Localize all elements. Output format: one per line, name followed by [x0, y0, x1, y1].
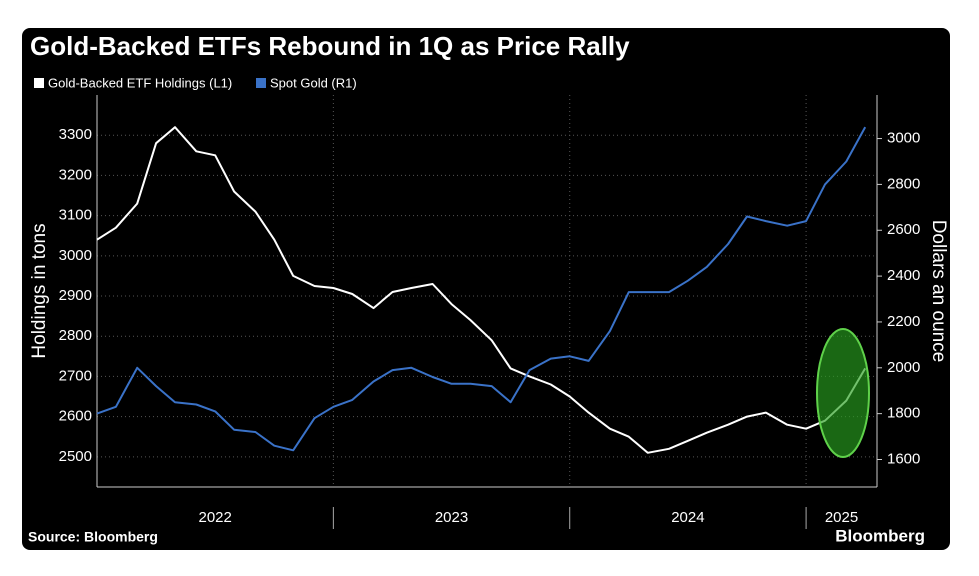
- legend-swatch: [34, 78, 44, 88]
- y2-tick-label: 1600: [887, 450, 920, 467]
- chart-title: Gold-Backed ETFs Rebound in 1Q as Price …: [30, 31, 630, 61]
- x-tick-label: 2023: [435, 509, 468, 526]
- y-tick-label: 3300: [59, 126, 92, 143]
- legend-label: Gold-Backed ETF Holdings (L1): [48, 75, 232, 90]
- y-tick-label: 2800: [59, 327, 92, 344]
- y-tick-label: 3200: [59, 166, 92, 183]
- y2-tick-label: 3000: [887, 130, 920, 147]
- y-tick-label: 2900: [59, 287, 92, 304]
- y2-axis-label: Dollars an ounce: [928, 220, 949, 363]
- x-tick-label: 2022: [198, 509, 231, 526]
- brand: Bloomberg: [835, 526, 925, 545]
- background: [22, 28, 950, 550]
- y2-tick-label: 2400: [887, 267, 920, 284]
- highlight: [816, 328, 870, 458]
- series-line: [96, 126, 867, 452]
- y-tick-label: 3000: [59, 247, 92, 264]
- x-tick-label: 2025: [825, 509, 858, 526]
- y2-tick-label: 2600: [887, 221, 920, 238]
- y-tick-label: 2700: [59, 367, 92, 384]
- y2-tick-label: 2800: [887, 175, 920, 192]
- source: Source: Bloomberg: [28, 529, 158, 545]
- y2-tick-label: 1800: [887, 405, 920, 422]
- y-axis-label: Holdings in tons: [29, 223, 50, 358]
- y2-tick-label: 2000: [887, 359, 920, 376]
- legend-swatch: [256, 78, 266, 88]
- y-tick-label: 3100: [59, 207, 92, 224]
- y-tick-label: 2500: [59, 448, 92, 465]
- y-tick-label: 2600: [59, 408, 92, 425]
- legend-label: Spot Gold (R1): [270, 75, 357, 90]
- x-tick-label: 2024: [671, 509, 704, 526]
- series-line: [96, 126, 867, 454]
- y2-tick-label: 2200: [887, 313, 920, 330]
